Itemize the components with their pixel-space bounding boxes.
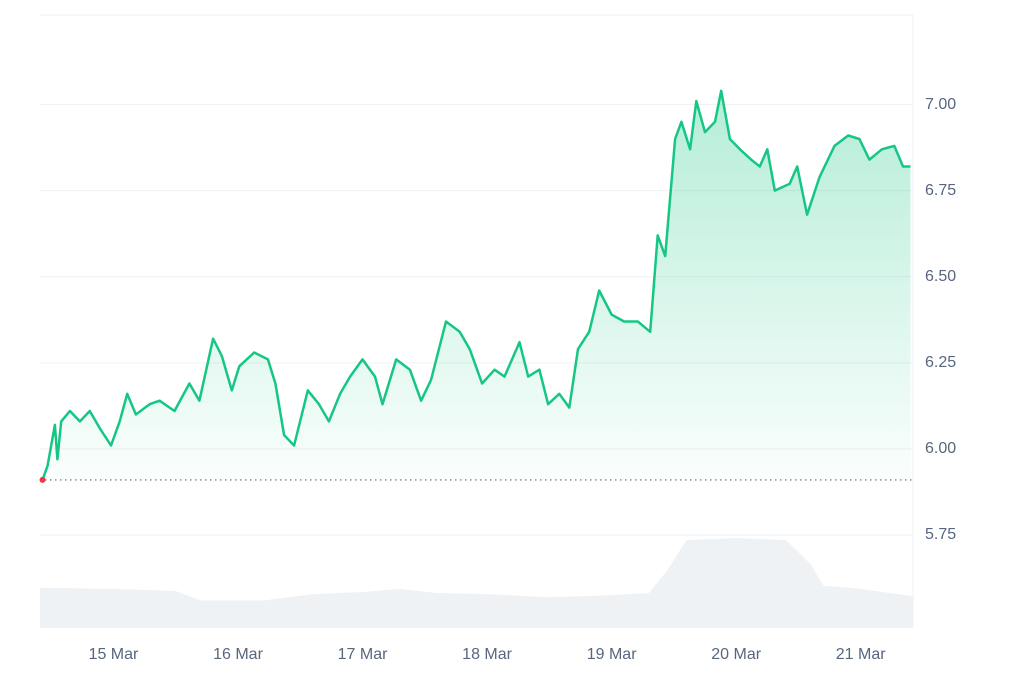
x-tick-label: 16 Mar [213, 646, 263, 663]
x-tick-label: 15 Mar [89, 646, 139, 663]
y-tick-label: 5.75 [925, 526, 956, 543]
y-tick-label: 6.75 [925, 182, 956, 199]
x-tick-label: 17 Mar [338, 646, 388, 663]
start-dot [39, 476, 46, 483]
price-area [42, 90, 911, 480]
price-line [41, 89, 911, 481]
x-tick-label: 21 Mar [836, 646, 886, 663]
x-tick-label: 19 Mar [587, 646, 637, 663]
y-tick-label: 7.00 [925, 96, 956, 113]
y-tick-label: 6.00 [925, 440, 956, 457]
x-tick-label: 18 Mar [462, 646, 512, 663]
x-tick-label: 20 Mar [711, 646, 761, 663]
y-tick-label: 6.25 [925, 354, 956, 371]
volume-area [40, 538, 913, 628]
y-tick-label: 6.50 [925, 268, 956, 285]
